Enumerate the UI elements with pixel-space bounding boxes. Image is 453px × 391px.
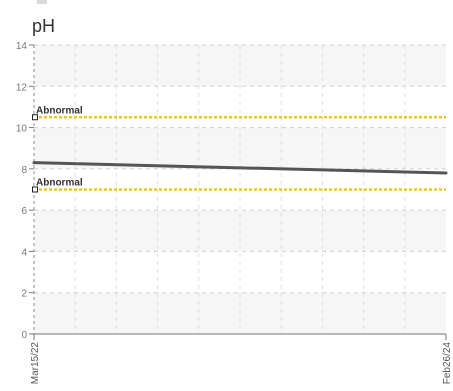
series-line [33,161,447,175]
reference-marker [32,186,38,193]
reference-marker [32,114,38,121]
data-point [32,161,36,165]
reference-label: Abnormal [36,105,83,116]
reference-label: Abnormal [36,178,83,189]
y-tick-label: 12 [16,82,28,93]
y-tick-label: 2 [21,289,27,300]
corner-marker [37,0,47,4]
y-tick-label: 14 [16,41,28,52]
y-tick-label: 0 [21,330,27,341]
y-tick-label: 10 [16,124,28,135]
data-point [444,171,448,175]
x-tick-label: Feb26/24 [442,342,453,385]
x-tick-label: Mar15/22 [30,342,41,385]
y-tick-label: 8 [21,165,27,176]
y-tick-label: 6 [21,206,27,217]
y-tick-label: 4 [21,247,27,258]
chart-title: pH [32,16,56,36]
